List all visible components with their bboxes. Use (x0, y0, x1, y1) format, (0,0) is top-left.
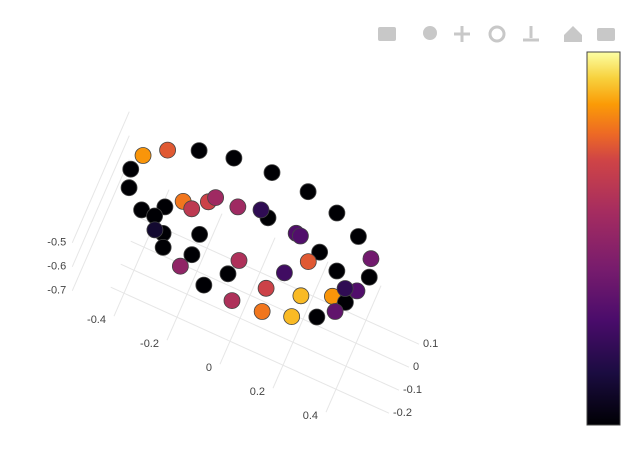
z-tick-label: -0.7 (47, 285, 66, 297)
point (171, 257, 189, 275)
z-tick-label: -0.5 (47, 237, 66, 249)
point (308, 308, 326, 326)
x-tick-label: -0.4 (87, 314, 106, 326)
point (252, 201, 270, 219)
x-tick-label: -0.2 (140, 338, 159, 350)
point (257, 279, 275, 297)
point (134, 147, 152, 164)
point (253, 303, 271, 320)
grid-line (166, 213, 223, 341)
point (229, 198, 247, 216)
grid-line (120, 263, 400, 391)
x-tick-label: 0 (206, 362, 212, 374)
point (275, 264, 293, 282)
point (291, 227, 309, 245)
y-tick-label: -0.1 (403, 384, 422, 396)
point (311, 243, 329, 261)
point (292, 287, 310, 305)
z-tick-label: -0.6 (47, 261, 66, 273)
y-tick-label: 0.1 (423, 338, 438, 350)
y-tick-label: 0 (413, 361, 419, 373)
pan-icon[interactable] (454, 26, 470, 42)
grid-line (140, 217, 420, 345)
x-tick-label: 0.4 (303, 410, 318, 422)
point (263, 164, 281, 182)
grid-line (219, 237, 276, 365)
y-tick-label: -0.2 (393, 407, 412, 419)
orbit-icon[interactable] (488, 25, 506, 43)
point (328, 262, 346, 280)
point (120, 179, 138, 197)
scene: -0.4 -0.2 0 0.2 0.4 -0.2 -0.1 0 0.1 -0.7 -0.6 -0.5 (47, 111, 438, 422)
point (195, 276, 213, 294)
point (326, 303, 344, 320)
point (299, 183, 317, 201)
point (360, 268, 378, 286)
camera-view-icon[interactable] (597, 28, 615, 41)
point (190, 142, 208, 160)
point (154, 238, 172, 256)
point (299, 253, 317, 271)
zoom-icon[interactable] (423, 26, 437, 40)
point (328, 204, 346, 222)
x-tick-label: 0.2 (250, 386, 265, 398)
grid-line (325, 285, 382, 413)
point (183, 200, 201, 218)
grid-line (71, 135, 130, 267)
point (230, 252, 248, 269)
point (283, 308, 301, 326)
point (146, 221, 164, 239)
grid-line (272, 261, 329, 389)
point (159, 141, 177, 159)
point (207, 189, 225, 207)
turntable-icon[interactable] (523, 26, 539, 42)
point (219, 265, 237, 283)
modebar[interactable] (378, 25, 615, 43)
point (225, 149, 243, 167)
point (349, 228, 367, 245)
grid-line (110, 286, 390, 414)
home-icon[interactable] (564, 26, 582, 42)
grid-line (71, 159, 130, 291)
point (183, 246, 201, 264)
point (362, 250, 380, 268)
point (223, 292, 241, 310)
camera-icon[interactable] (378, 27, 396, 41)
grid-line (71, 111, 130, 243)
point (336, 280, 354, 297)
point (122, 160, 140, 178)
colorbar (586, 51, 621, 426)
point (191, 225, 209, 243)
